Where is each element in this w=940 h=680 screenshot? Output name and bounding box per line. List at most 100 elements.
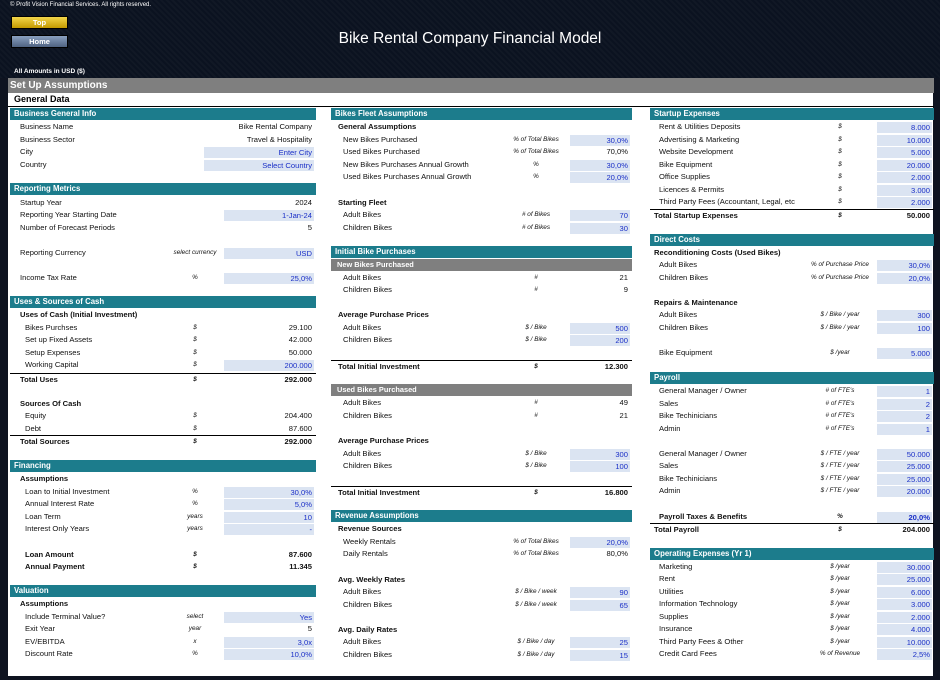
- revenue-source-row-label: Weekly Rentals: [343, 536, 396, 546]
- daily-rate-row-label: Adult Bikes: [343, 637, 381, 646]
- opex-row-value[interactable]: 3.000: [877, 599, 932, 611]
- salary-row-value[interactable]: 20.000: [877, 486, 932, 498]
- opex-row-value[interactable]: 25.000: [877, 574, 932, 586]
- used-price-row-value[interactable]: 100: [570, 461, 630, 473]
- startup-row-value[interactable]: 2.000: [877, 172, 932, 184]
- starting-fleet-title-label: Starting Fleet: [338, 197, 387, 207]
- salary-row-value[interactable]: 25.000: [877, 461, 932, 473]
- reporting-row-value[interactable]: 25,0%: [224, 272, 314, 284]
- bike-equipment-cost-value[interactable]: 5.000: [877, 348, 932, 359]
- subsection-title: General Data: [14, 94, 70, 104]
- starting-row-value[interactable]: 70: [570, 210, 630, 221]
- fte-row-value[interactable]: 2: [877, 411, 932, 423]
- reporting-row-label: Startup Year: [20, 197, 62, 207]
- reporting-row-label: Reporting Currency: [20, 248, 86, 257]
- reporting-row-value: 5: [307, 222, 312, 232]
- startup-row-value[interactable]: 2.000: [877, 197, 932, 209]
- repair-row-label: Children Bikes: [659, 322, 708, 332]
- recon-row-value[interactable]: 30,0%: [877, 260, 932, 271]
- daily-rate-row-value[interactable]: 25: [570, 637, 630, 648]
- sources-title-label: Sources Of Cash: [20, 398, 82, 408]
- business-info-header: Business General Info: [10, 108, 316, 120]
- opex-row-value[interactable]: 30.000: [877, 561, 932, 573]
- opex-row-value[interactable]: 6.000: [877, 586, 932, 598]
- business-row-value[interactable]: Select Country: [204, 159, 314, 171]
- financing-row: Annual Interest Rate% 5,0%: [10, 498, 316, 511]
- annual-payment-unit: $: [193, 563, 197, 570]
- opex-row-value[interactable]: 2,5%: [877, 649, 932, 661]
- sources-row-unit: $: [193, 424, 197, 432]
- starting-row-unit: # of Bikes: [521, 223, 551, 231]
- valuation-row-value[interactable]: 10,0%: [224, 649, 314, 661]
- opex-row: Utilities $ /year 6.000: [650, 586, 934, 599]
- recon-row: Children Bikes % of Purchase Price 20,0%: [650, 272, 934, 285]
- daily-rate-row-value[interactable]: 15: [570, 649, 630, 661]
- repair-row-value[interactable]: 100: [877, 322, 932, 334]
- startup-row: Office Supplies $2.000: [650, 171, 934, 184]
- reporting-row-value[interactable]: USD: [224, 248, 314, 259]
- total-uses-label: Total Uses: [20, 374, 58, 384]
- home-button[interactable]: Home: [11, 35, 68, 48]
- fte-row: Bike Techinicians # of FTE's 2: [650, 410, 934, 423]
- weekly-rate-row-value[interactable]: 65: [570, 599, 630, 611]
- valuation-row-value[interactable]: 3,0x: [224, 636, 314, 648]
- opex-row-unit: $ /year: [830, 625, 850, 633]
- startup-row: Advertising & Marketing $10.000: [650, 134, 934, 147]
- new-bikes-row: Children Bikes #9: [331, 284, 632, 297]
- recon-row: Adult Bikes % of Purchase Price 30,0%: [650, 259, 934, 272]
- financing-row-value[interactable]: -: [224, 524, 314, 536]
- valuation-row-label: Exit Year: [25, 624, 55, 634]
- starting-row-value[interactable]: 30: [570, 222, 630, 234]
- weekly-rate-row-unit: $ / Bike / week: [515, 600, 557, 608]
- opex-row-value[interactable]: 10.000: [877, 636, 932, 648]
- financing-row-value[interactable]: 10: [224, 511, 314, 523]
- fte-row-value[interactable]: 1: [877, 386, 932, 397]
- reporting-row: Reporting Currency select currency USD: [10, 247, 316, 260]
- used-price-row-value[interactable]: 300: [570, 448, 630, 460]
- startup-row-label: Rent & Utilities Deposits: [659, 122, 741, 131]
- total-startup-expenses-label: Total Startup Expenses: [654, 211, 738, 220]
- valuation-row-value[interactable]: Yes: [224, 611, 314, 623]
- payroll-taxes-value[interactable]: 20,0%: [877, 511, 932, 523]
- fte-row-value[interactable]: 1: [877, 423, 932, 435]
- recon-row-value[interactable]: 20,0%: [877, 272, 932, 284]
- startup-row-value[interactable]: 10.000: [877, 134, 932, 146]
- repair-row-value[interactable]: 300: [877, 310, 932, 321]
- salary-row-value[interactable]: 50.000: [877, 448, 932, 460]
- uses-row-unit: $: [193, 348, 197, 356]
- new-price-row-value[interactable]: 200: [570, 335, 630, 347]
- weekly-rate-row-value[interactable]: 90: [570, 587, 630, 598]
- startup-row-value[interactable]: 8.000: [877, 122, 932, 133]
- business-row: City Enter City: [10, 146, 316, 159]
- divider: [8, 106, 934, 107]
- uses-row-value[interactable]: 200.000: [224, 360, 314, 372]
- fleet-row-value[interactable]: 20,0%: [570, 172, 630, 184]
- opex-row-unit: $ /year: [830, 587, 850, 595]
- used-bikes-row-unit: #: [534, 411, 538, 419]
- revenue-source-row-label: Daily Rentals: [343, 549, 388, 559]
- startup-row: Website Development $5.000: [650, 146, 934, 159]
- reporting-row-value[interactable]: 1-Jan-24: [224, 210, 314, 221]
- opex-row-value[interactable]: 4.000: [877, 624, 932, 636]
- startup-row-value[interactable]: 5.000: [877, 147, 932, 159]
- financing-row-value[interactable]: 30,0%: [224, 486, 314, 498]
- startup-row-unit: $: [838, 185, 842, 193]
- new-price-row-value[interactable]: 500: [570, 322, 630, 334]
- opex-row-label: Information Technology: [659, 599, 738, 609]
- opex-row-value[interactable]: 2.000: [877, 611, 932, 623]
- startup-row-value[interactable]: 20.000: [877, 159, 932, 171]
- revenue-source-row-value[interactable]: 20,0%: [570, 536, 630, 548]
- financing-row-value[interactable]: 5,0%: [224, 499, 314, 511]
- loan-amount-value: 87.600: [288, 549, 312, 559]
- fleet-row-value[interactable]: 30,0%: [570, 159, 630, 171]
- total-uses-value: 292.000: [284, 374, 312, 384]
- fte-row-value[interactable]: 2: [877, 398, 932, 410]
- financing-row-unit: years: [187, 525, 203, 533]
- financing-row: Loan to Initial Investment% 30,0%: [10, 486, 316, 499]
- startup-row-unit: $: [838, 160, 842, 168]
- top-button[interactable]: Top: [11, 16, 68, 29]
- fleet-row-value[interactable]: 30,0%: [570, 134, 630, 146]
- business-row-value[interactable]: Enter City: [204, 147, 314, 159]
- startup-row-value[interactable]: 3.000: [877, 184, 932, 196]
- salary-row-value[interactable]: 25.000: [877, 473, 932, 485]
